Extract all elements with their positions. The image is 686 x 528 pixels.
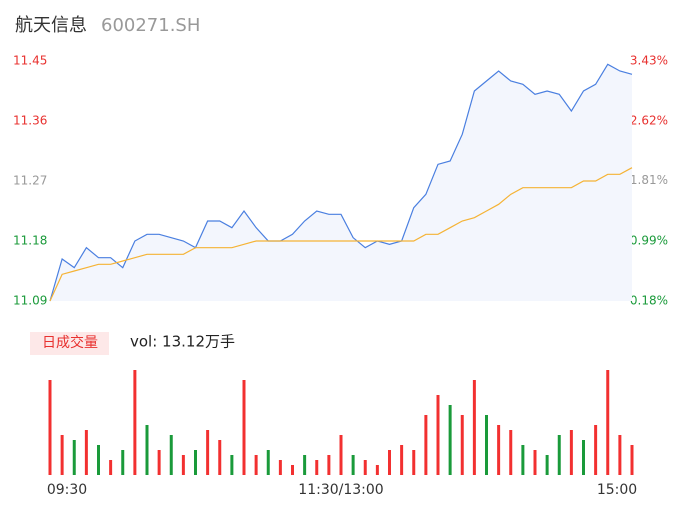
- volume-badge: 日成交量: [42, 334, 98, 351]
- volume-bar: [521, 445, 525, 475]
- volume-bar: [363, 460, 367, 475]
- volume-bar: [327, 455, 331, 475]
- volume-bar: [194, 450, 197, 475]
- volume-bar: [339, 435, 343, 475]
- x-tick-label: 11:30/13:00: [298, 482, 383, 498]
- x-tick-label: 09:30: [47, 482, 87, 498]
- volume-bar: [533, 450, 537, 475]
- y2-tick-label: 0.18%: [630, 294, 668, 308]
- volume-bar: [109, 460, 113, 475]
- volume-bar: [278, 460, 282, 475]
- volume-bar: [630, 445, 634, 475]
- volume-bar: [242, 380, 246, 475]
- volume-bar: [84, 430, 88, 475]
- volume-bar: [254, 455, 258, 475]
- volume-bar: [545, 455, 549, 475]
- volume-bar: [60, 435, 64, 475]
- y-tick-label: 11.27: [13, 174, 47, 188]
- volume-bar: [181, 455, 185, 475]
- volume-bar: [618, 435, 622, 475]
- chart-title: 航天信息: [15, 15, 87, 36]
- y-tick-label: 11.09: [13, 294, 47, 308]
- volume-bar: [218, 440, 222, 475]
- volume-bar: [291, 465, 294, 475]
- volume-bar: [569, 430, 573, 475]
- volume-bar: [121, 450, 125, 475]
- chart-subtitle: 600271.SH: [101, 15, 200, 36]
- volume-bar: [509, 430, 513, 475]
- volume-bar: [436, 395, 440, 475]
- volume-bar: [460, 415, 464, 475]
- volume-bar: [375, 465, 379, 475]
- volume-bar: [48, 380, 52, 475]
- volume-bar: [594, 425, 598, 475]
- volume-label: vol: 13.12万手: [130, 333, 235, 351]
- y-tick-label: 11.45: [13, 54, 47, 68]
- volume-bar: [582, 440, 585, 475]
- volume-bar: [230, 455, 234, 475]
- price-area: [50, 64, 632, 301]
- volume-bar: [412, 450, 416, 475]
- volume-bar: [388, 450, 391, 475]
- volume-bar: [400, 445, 404, 475]
- volume-bar: [145, 425, 149, 475]
- volume-bar: [606, 370, 610, 475]
- volume-bar: [133, 370, 137, 475]
- y2-tick-label: 0.99%: [630, 234, 668, 248]
- line-0: [49, 63, 633, 302]
- volume-bar: [485, 415, 488, 475]
- y-tick-label: 11.18: [13, 234, 47, 248]
- volume-bar: [448, 405, 452, 475]
- y2-tick-label: 3.43%: [630, 54, 668, 68]
- volume-bar: [97, 445, 100, 475]
- volume-bar: [72, 440, 76, 475]
- x-tick-label: 15:00: [597, 482, 637, 498]
- volume-bar: [206, 430, 210, 475]
- volume-bar: [557, 435, 561, 475]
- volume-bar: [351, 455, 355, 475]
- y-tick-label: 11.36: [13, 114, 47, 128]
- volume-bar: [169, 435, 173, 475]
- line-1: [49, 167, 633, 302]
- volume-bar: [424, 415, 428, 475]
- volume-bar: [472, 380, 476, 475]
- volume-bar: [157, 450, 161, 475]
- volume-bar: [303, 455, 307, 475]
- volume-bar: [266, 450, 270, 475]
- y2-tick-label: 2.62%: [630, 113, 668, 127]
- volume-badge-bg: [30, 332, 109, 355]
- volume-bar: [315, 460, 319, 475]
- volume-bar: [497, 425, 501, 475]
- y2-tick-label: 1.81%: [630, 173, 668, 187]
